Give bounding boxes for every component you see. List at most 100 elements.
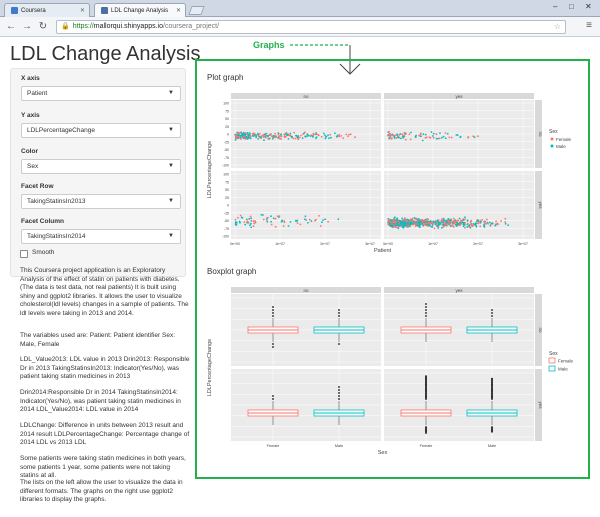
data-point [268,137,271,140]
data-point [294,137,297,140]
close-window-icon[interactable]: ✕ [585,2,592,11]
data-point [477,219,480,222]
data-point [269,133,271,136]
menu-icon[interactable]: ≡ [586,20,592,31]
tab-coursera[interactable]: Coursera ✕ [4,3,90,17]
data-point [427,222,430,224]
data-point [266,221,269,223]
y-axis-select[interactable]: LDLPercentageChange ▼ [21,123,181,138]
tab-ldl-change-analysis[interactable]: LDL Change Analysis ✕ [94,3,186,17]
data-point [404,133,406,135]
back-icon[interactable]: ← [6,21,16,32]
data-point [400,222,403,225]
data-point [448,136,451,139]
data-point [403,217,406,220]
new-tab-button[interactable] [188,6,205,15]
color-select[interactable]: Sex ▼ [21,159,181,174]
data-point [504,222,507,225]
data-point [411,219,414,222]
facet-strip-label: no [538,131,543,137]
reload-icon[interactable]: ↻ [38,21,48,32]
data-point [403,135,406,137]
facet-row-select[interactable]: TakingStatinsIn2013 ▼ [21,194,181,209]
data-point [247,222,250,224]
address-bar[interactable]: 🔒 https://mallorqui.shinyapps.io/coursera… [56,20,566,34]
facet-column-label: Facet Column [21,218,64,225]
data-point [432,135,434,137]
data-point [324,137,327,140]
data-point [310,220,313,223]
data-point [412,223,415,226]
data-point [272,137,274,139]
data-point [444,224,447,227]
forward-icon[interactable]: → [22,21,32,32]
data-point [320,135,323,138]
url-protocol: https:// [72,23,94,30]
data-point [399,224,401,227]
data-point [287,225,290,227]
data-point [255,136,257,139]
outlier-point [491,315,493,317]
data-point [237,135,240,138]
data-point [315,133,318,136]
data-point [393,219,395,222]
data-point [309,135,312,137]
data-point [301,137,304,140]
minimize-icon[interactable]: – [553,2,558,11]
data-point [397,224,400,226]
data-point [438,137,441,140]
facet-column-select[interactable]: TakingStatinsIn2014 ▼ [21,229,181,244]
data-point [312,132,315,135]
data-point [340,135,343,137]
y-tick-label: 25 [225,196,229,200]
data-point [444,221,447,224]
data-point [318,215,320,217]
data-point [329,133,332,136]
y-tick-label: 50 [225,117,229,121]
data-point [388,133,391,136]
data-point [330,136,332,139]
data-point [446,219,448,222]
data-point [495,220,497,223]
data-point [274,217,277,220]
maximize-icon[interactable]: □ [569,2,574,11]
data-point [466,226,469,228]
bookmark-star-icon[interactable]: ☆ [553,22,561,31]
data-point [393,224,395,227]
data-point [468,225,471,228]
data-point [434,222,437,225]
data-point [322,132,325,135]
close-tab-icon[interactable]: ✕ [79,8,85,14]
data-point [335,136,338,138]
data-point [458,217,461,220]
data-point [405,222,408,225]
data-point [456,221,458,224]
data-point [289,132,292,135]
data-point [461,221,464,224]
data-point [266,219,268,222]
x-axis-select[interactable]: Patient ▼ [21,86,181,101]
data-point [396,222,398,225]
coursera-favicon-icon [11,6,18,14]
data-point [297,135,300,137]
x-tick-label: Female [420,444,433,448]
data-point [429,220,432,222]
data-point [416,224,419,227]
y-axis-title: LDLPercentageChange [207,339,213,397]
facet-column-value: TakingStatinsIn2014 [27,233,86,240]
outlier-point [338,389,340,391]
close-tab-icon[interactable]: ✕ [175,8,181,14]
data-point [300,134,302,137]
data-point [237,131,240,134]
data-point [469,223,472,226]
page-favicon-icon [101,6,108,14]
data-point [402,219,405,222]
data-point [472,135,475,138]
data-point [407,218,409,221]
data-point [444,137,447,140]
data-point [442,226,445,228]
data-point [433,227,436,230]
data-point [424,221,426,224]
outlier-point [491,309,493,311]
smooth-checkbox[interactable] [20,250,28,258]
